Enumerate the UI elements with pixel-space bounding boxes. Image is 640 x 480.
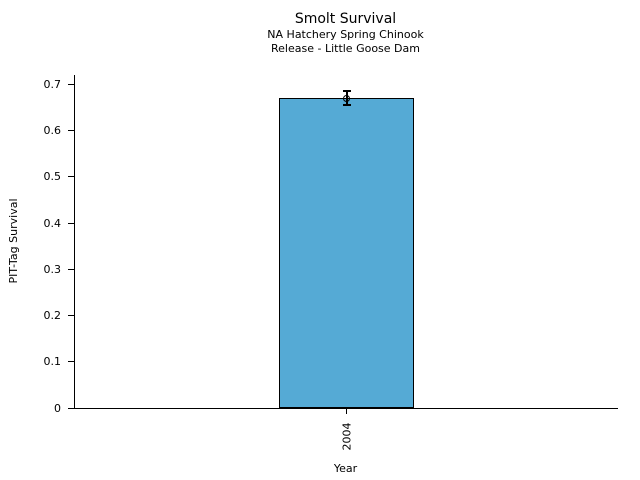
y-tick-mark [68,176,74,178]
y-tick-label: 0 [54,401,61,415]
survival-bar [279,98,414,408]
y-tick-mark [68,361,74,363]
y-tick-label: 0.2 [43,309,62,322]
chart-subtitle-line1: NA Hatchery Spring Chinook [267,28,424,41]
y-tick-mark [68,83,74,85]
chart-title: Smolt Survival [294,11,397,27]
x-tick-mark [346,409,347,414]
y-tick-mark [68,222,74,224]
x-axis-label: Year [333,462,358,475]
chart-subtitle-line2: Release - Little Goose Dam [271,42,420,55]
y-tick-mark [68,268,74,270]
y-tick-mark [68,130,74,131]
y-tick-label: 0.1 [43,355,62,369]
y-tick-label: 0.6 [43,124,62,137]
chart-header: Smolt Survival NA Hatchery Spring Chinoo… [74,11,617,56]
error-bar-cap-bottom [342,104,351,107]
error-bar-marker [343,94,350,102]
y-tick-mark [68,315,74,316]
error-bar-cap-top [342,90,351,93]
y-tick-mark [68,407,74,409]
plot-area: 0 0.1 0.2 0.3 0.4 0.5 0.6 0.7 2004 [44,75,618,451]
y-tick-label: 0.5 [43,170,62,184]
x-tick-label: 2004 [340,422,353,451]
y-axis-label: PIT-Tag Survival [7,198,20,284]
y-tick-label: 0.7 [43,77,62,91]
y-tick-label: 0.3 [43,262,62,276]
y-tick-label: 0.4 [43,216,62,230]
